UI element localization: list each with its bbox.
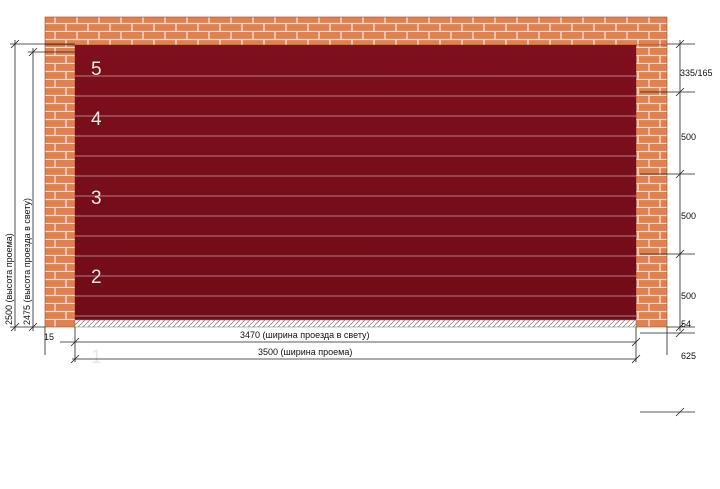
dim-panel-5: 335/165 (680, 68, 713, 78)
brick-lintel (44, 16, 668, 46)
dim-panel-2: 500 (681, 291, 696, 301)
avito-logo-icon (622, 451, 650, 479)
panel-number-1: 1 (91, 347, 102, 368)
panel-number-3: 3 (91, 188, 102, 209)
door-leaf (75, 45, 636, 320)
bottom-dimensions (44, 327, 668, 364)
opening-height-label: 2500 (высота проема) (4, 233, 14, 325)
brick-left-pillar (44, 44, 76, 328)
dim-panel-1: 625 (681, 351, 696, 361)
dim-panel-3: 500 (681, 211, 696, 221)
clear-width-label: 3470 (ширина проезда в свету) (240, 330, 370, 340)
clear-height-label: 2475 (высота проезда в свету) (22, 198, 32, 325)
dim-bottom-gap: 54 (681, 319, 691, 329)
panel-number-2: 2 (91, 267, 102, 288)
avito-watermark-text: Avito (652, 454, 694, 473)
opening-width-label: 3500 (ширина проема) (258, 347, 352, 357)
panel-number-5: 5 (91, 59, 102, 80)
brick-right-pillar (635, 44, 668, 328)
dim-panel-4: 500 (681, 132, 696, 142)
side-offset-label: 15 (44, 332, 54, 342)
left-dimensions (10, 39, 75, 332)
right-dimension-chain (640, 39, 695, 417)
panel-number-4: 4 (91, 109, 102, 130)
floor-gap (74, 319, 637, 328)
avito-watermark: Avito (622, 451, 694, 479)
panel-grooves (75, 75, 636, 317)
